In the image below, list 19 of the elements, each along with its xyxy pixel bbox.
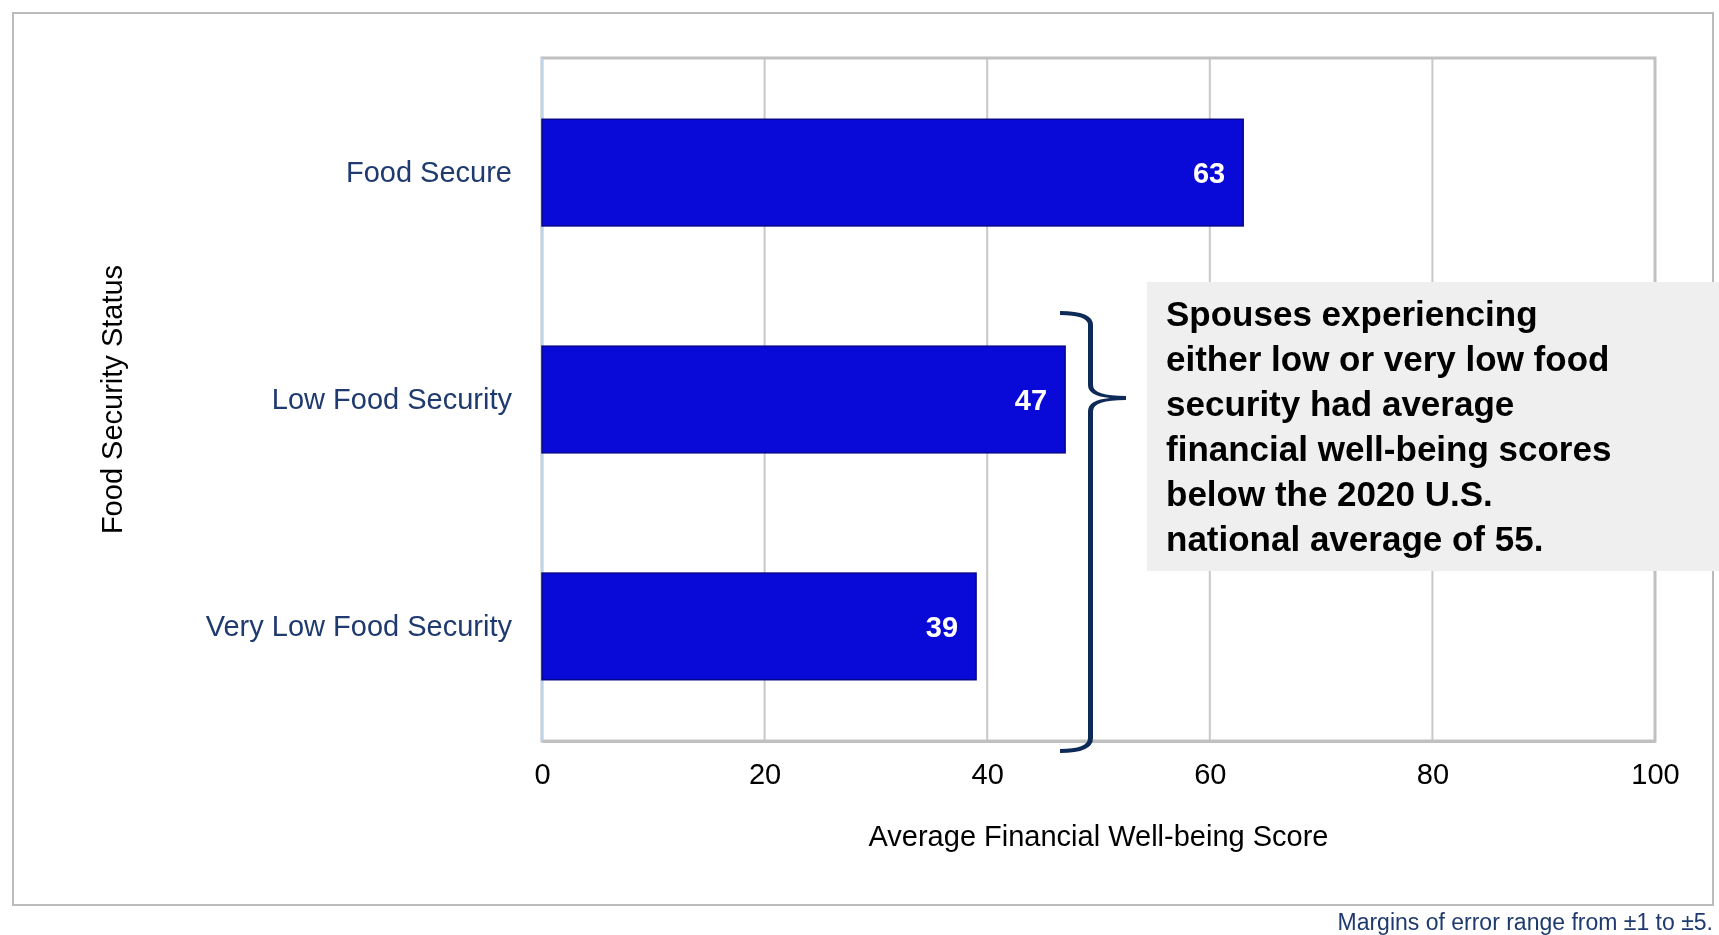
bar — [541, 345, 1066, 454]
y-tick-label: Low Food Security — [271, 382, 513, 415]
x-tick-label: 100 — [1631, 757, 1680, 790]
y-axis-title: Food Security Status — [96, 264, 128, 535]
y-tick-label: Very Low Food Security — [205, 609, 513, 642]
x-tick-label: 60 — [1194, 757, 1227, 790]
text: Margins of error range from ±1 to ±5. — [1337, 909, 1713, 935]
x-tick-label: 20 — [748, 757, 782, 790]
x-axis-title: Average Financial Well-being Score — [868, 820, 1329, 852]
data-label: 39 — [925, 610, 959, 643]
x-tick-label: 0 — [534, 757, 551, 790]
y-tick-label: Food Secure — [345, 155, 512, 188]
bar — [541, 572, 977, 681]
data-label: 47 — [1014, 383, 1048, 416]
data-label: 63 — [1192, 156, 1226, 189]
bar — [541, 118, 1244, 227]
x-tick-label: 80 — [1416, 757, 1450, 790]
x-tick-label: 40 — [971, 757, 1004, 790]
annotation: Spouses experiencing either low or very low food security had average financial well-being scores below the 2020 U.S. national average of 55. — [1166, 294, 1612, 558]
